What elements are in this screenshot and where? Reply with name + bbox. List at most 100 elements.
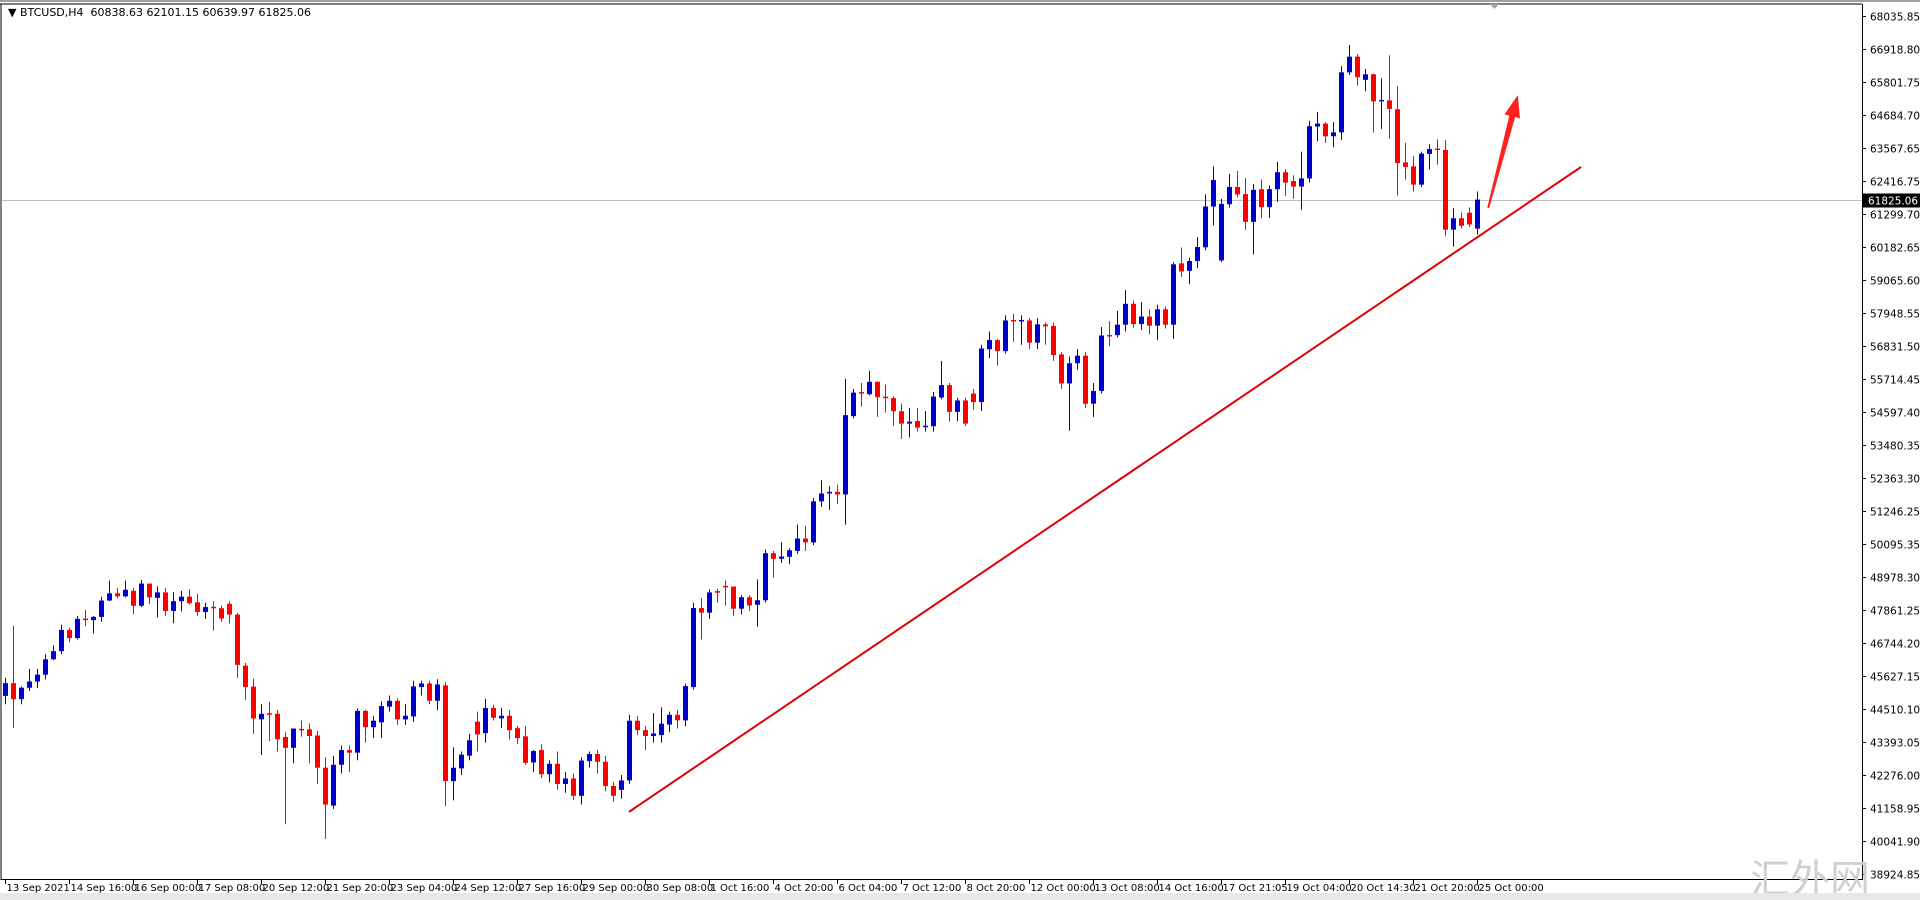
candle (579, 757, 584, 805)
candle-body (1315, 123, 1320, 127)
candle (1403, 142, 1408, 180)
candle-body (755, 600, 760, 605)
candle-body (363, 710, 368, 728)
chart-shift-marker-icon[interactable] (1490, 4, 1499, 9)
candle-body (731, 586, 736, 609)
candle (27, 668, 32, 692)
candle (147, 583, 152, 605)
candle-body (675, 714, 680, 721)
candle-body-doji (923, 425, 928, 428)
price-tick-label: 66918.80 (1870, 45, 1920, 57)
candle-body (1467, 212, 1472, 225)
candle-body (619, 780, 624, 790)
candle (995, 338, 1000, 366)
candle (1051, 322, 1056, 361)
candle (1059, 352, 1064, 389)
candle (923, 411, 928, 432)
candle (1443, 140, 1448, 237)
candle-body (467, 740, 472, 756)
candle (1027, 318, 1032, 350)
candle (707, 589, 712, 619)
candle-body (51, 651, 56, 660)
time-tick-label: 8 Oct 20:00 (967, 883, 1026, 894)
symbol-label: BTCUSD,H4 (19, 6, 84, 19)
candle-body (1235, 186, 1240, 195)
candle-body (379, 705, 384, 723)
candle-body (1355, 56, 1360, 78)
candle (227, 601, 232, 624)
candle-body (187, 596, 192, 604)
candle-body (1403, 162, 1408, 167)
candle (1123, 290, 1128, 332)
candle (899, 403, 904, 440)
candle-body (899, 411, 904, 424)
candle-body (475, 721, 480, 735)
candle (539, 744, 544, 778)
candle (523, 726, 528, 765)
candle (243, 663, 248, 700)
candle-body (659, 723, 664, 736)
candle-body (1275, 172, 1280, 190)
candle (323, 757, 328, 839)
candle (139, 579, 144, 608)
candle-body (1187, 261, 1192, 271)
candle-body (147, 583, 152, 598)
candle-body-doji (211, 606, 216, 609)
candle (1115, 310, 1120, 338)
candle-body (947, 385, 952, 412)
candle (715, 588, 720, 603)
candle (1083, 352, 1088, 409)
price-tick-label: 62416.75 (1870, 177, 1920, 189)
candle-body (499, 715, 504, 719)
price-tick-label: 48978.30 (1870, 573, 1920, 585)
time-tick-label: 1 Oct 16:00 (711, 883, 770, 894)
candle (107, 580, 112, 602)
price-tick-label: 55714.45 (1870, 375, 1920, 387)
candle (1387, 55, 1392, 139)
candle (1155, 304, 1160, 341)
candle-body (1395, 109, 1400, 164)
candle-body (27, 681, 32, 688)
candle (1187, 257, 1192, 285)
candle-body (1043, 324, 1048, 327)
candle (1227, 173, 1232, 208)
candle-body (1251, 189, 1256, 222)
candle (1299, 151, 1304, 210)
triangle-down-icon[interactable]: ▼ (8, 6, 17, 19)
up-arrow-icon[interactable] (1487, 95, 1520, 209)
candle-body (1323, 123, 1328, 137)
candle-body (75, 618, 80, 639)
trendline[interactable] (628, 166, 1582, 813)
candle (1195, 237, 1200, 269)
candle-body (1299, 178, 1304, 187)
time-tick-label: 24 Sep 12:00 (455, 883, 522, 894)
candle (1067, 356, 1072, 431)
candle-body-doji (859, 392, 864, 394)
candle (1267, 185, 1272, 218)
annotations[interactable] (628, 95, 1582, 813)
price-axis[interactable]: 68035.85 66918.80 65801.75 64684.70 63567.65… (1862, 12, 1920, 882)
candle (99, 596, 104, 622)
candle (379, 701, 384, 739)
candle (1171, 262, 1176, 339)
candle (411, 680, 416, 722)
candle (547, 760, 552, 783)
candle (1163, 306, 1168, 329)
candle (627, 714, 632, 784)
candle-body (1091, 390, 1096, 404)
price-tick-label: 56831.50 (1870, 342, 1920, 354)
candle-body (283, 737, 288, 748)
candle-body (875, 381, 880, 398)
candle (419, 680, 424, 696)
candle-body (715, 591, 720, 593)
time-tick-label: 14 Oct 16:00 (1159, 883, 1224, 894)
candle (1339, 66, 1344, 140)
candle (283, 732, 288, 825)
candle-body (403, 715, 408, 720)
time-tick-label: 7 Oct 12:00 (903, 883, 962, 894)
candle (603, 755, 608, 792)
candles (3, 44, 1480, 839)
candle-body (251, 686, 256, 719)
